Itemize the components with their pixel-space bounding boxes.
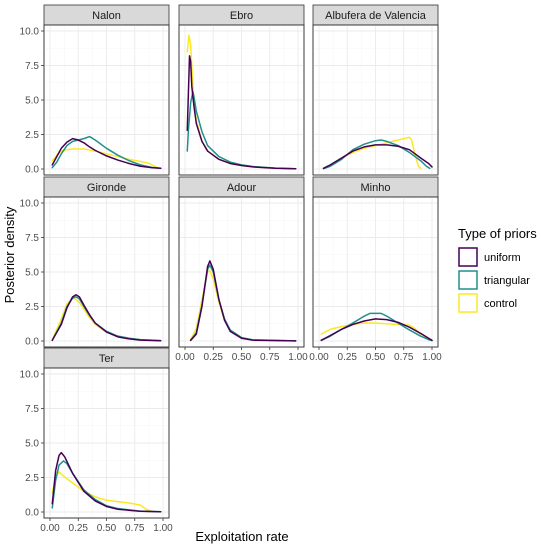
series-line-uniform (51, 451, 162, 513)
x-tick-label: 1.00 (422, 352, 442, 363)
x-tick-label: 0.25 (338, 352, 358, 363)
x-tick-label: 0.50 (366, 352, 386, 363)
series-line-uniform (186, 55, 297, 170)
y-tick-label: 2.5 (25, 473, 39, 484)
y-tick-label: 5.0 (25, 439, 39, 450)
facet-panels: Nalon 0.0 2.5 5.0 7.5 10.0 Ebro Albufera de Val… (20, 4, 442, 534)
facet-strip-label: Albufera de Valencia (325, 10, 427, 22)
series-line-uniform (51, 137, 162, 170)
legend-label-uniform: uniform (484, 252, 521, 264)
x-tick-label: 0.50 (232, 352, 252, 363)
legend-key-triangular (458, 270, 478, 290)
facet-panel: Minho 0.00 0.25 0.50 0.75 1.00 (309, 176, 442, 363)
facet-strip-label: Nalon (92, 10, 121, 22)
facet-strip-label: Gironde (87, 182, 126, 194)
y-tick-label: 10.0 (20, 27, 40, 38)
panel-border (312, 24, 439, 176)
legend-title: Type of priors (458, 226, 537, 241)
x-tick-label: 0.75 (125, 523, 145, 534)
y-tick-label: 2.5 (25, 130, 39, 141)
x-tick-label: 0.75 (394, 352, 414, 363)
x-tick-label: 0.00 (309, 352, 329, 363)
series-line-uniform (189, 260, 297, 342)
x-axis-title: Exploitation rate (195, 529, 288, 544)
legend-key-bg (457, 246, 479, 268)
facet-strip-label: Ter (99, 353, 115, 365)
panel-border (178, 24, 305, 176)
y-tick-label: 5.0 (25, 96, 39, 107)
y-tick-label: 10.0 (20, 370, 40, 381)
x-tick-label: 0.00 (40, 523, 60, 534)
series-line-triangular (51, 135, 162, 170)
legend-key-control (458, 293, 478, 313)
facet-strip-label: Ebro (230, 10, 253, 22)
facet-panel: Ter 0.0 2.5 5.0 7.5 10.0 0.00 0.25 0.50 0.75 1.00 (20, 347, 173, 534)
y-tick-label: 10.0 (20, 199, 40, 210)
y-tick-label: 0.0 (25, 165, 39, 176)
y-tick-label: 2.5 (25, 302, 39, 313)
series-line-control (51, 471, 153, 513)
facet-strip-label: Adour (227, 182, 257, 194)
facet-panel: Gironde 0.0 2.5 5.0 7.5 10.0 (20, 176, 170, 348)
y-tick-label: 7.5 (25, 61, 39, 72)
legend: Type of priors uniform triangular control (457, 226, 537, 314)
facet-panel: Albufera de Valencia (312, 4, 439, 176)
legend-key-bg (457, 269, 479, 291)
series-line-uniform (322, 144, 433, 170)
facet-panel: Nalon 0.0 2.5 5.0 7.5 10.0 (20, 4, 170, 176)
facet-panel: Ebro (178, 4, 305, 176)
x-tick-label: 1.00 (288, 352, 308, 363)
x-tick-label: 0.25 (69, 523, 89, 534)
x-tick-label: 0.50 (97, 523, 117, 534)
y-tick-label: 0.0 (25, 337, 39, 348)
series-line-triangular (322, 139, 431, 170)
x-tick-label: 0.00 (175, 352, 195, 363)
x-tick-label: 0.75 (260, 352, 280, 363)
legend-key-uniform (458, 247, 478, 267)
legend-key-bg (457, 292, 479, 314)
x-tick-label: 0.25 (204, 352, 224, 363)
series-line-uniform (51, 294, 162, 342)
y-tick-label: 7.5 (25, 233, 39, 244)
series-line-uniform (320, 318, 433, 342)
y-axis-title: Posterior density (2, 206, 17, 303)
x-tick-label: 1.00 (153, 523, 173, 534)
y-tick-label: 5.0 (25, 268, 39, 279)
y-tick-label: 0.0 (25, 508, 39, 519)
y-tick-label: 7.5 (25, 404, 39, 415)
facet-strip-label: Minho (361, 182, 391, 194)
legend-label-triangular: triangular (484, 275, 530, 287)
facet-panel: Adour 0.00 0.25 0.50 0.75 1.00 (175, 176, 308, 363)
legend-label-control: control (484, 298, 517, 310)
